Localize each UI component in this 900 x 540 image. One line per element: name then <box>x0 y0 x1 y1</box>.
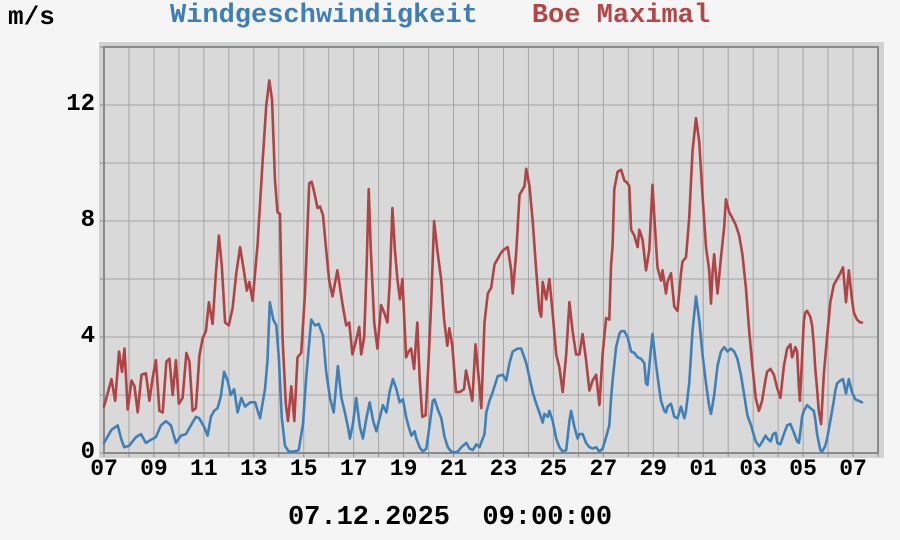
y-tick-label: 12 <box>66 91 95 118</box>
x-tick-label: 07 <box>90 456 118 482</box>
wind-speed-line <box>102 295 864 454</box>
x-tick-label: 21 <box>439 456 468 482</box>
title-windspeed-label: Windgeschwindigkeit <box>170 1 478 31</box>
x-tick-label: 03 <box>739 456 767 482</box>
x-tick-label: 15 <box>289 456 318 482</box>
chart-svg <box>100 46 879 457</box>
x-tick-label: 17 <box>339 456 368 482</box>
gust-max-line <box>102 79 864 426</box>
x-tick-label: 23 <box>489 456 518 482</box>
x-tick-label: 25 <box>539 456 568 482</box>
x-tick-label: 09 <box>140 456 168 482</box>
x-tick-label: 19 <box>389 456 418 482</box>
y-tick-label: 4 <box>80 323 95 350</box>
y-tick-label: 0 <box>80 439 95 466</box>
y-tick-label: 8 <box>80 207 95 234</box>
x-tick-label: 11 <box>190 456 218 482</box>
y-axis-unit-label: m/s <box>8 2 55 32</box>
x-tick-label: 29 <box>639 456 668 482</box>
x-tick-label: 27 <box>589 456 618 482</box>
x-tick-label: 01 <box>689 456 718 482</box>
x-tick-label: 05 <box>789 456 817 482</box>
x-tick-label: 13 <box>239 456 268 482</box>
timestamp-label: 07.12.2025 09:00:00 <box>287 503 613 533</box>
chart-title: Windgeschwindigkeit Boe Maximal <box>170 1 710 31</box>
x-tick-label: 07 <box>839 456 867 482</box>
axis-frame <box>103 46 879 454</box>
title-gust-label: Boe Maximal <box>531 1 711 31</box>
plot-area <box>104 47 878 453</box>
chart-panel <box>99 42 884 458</box>
